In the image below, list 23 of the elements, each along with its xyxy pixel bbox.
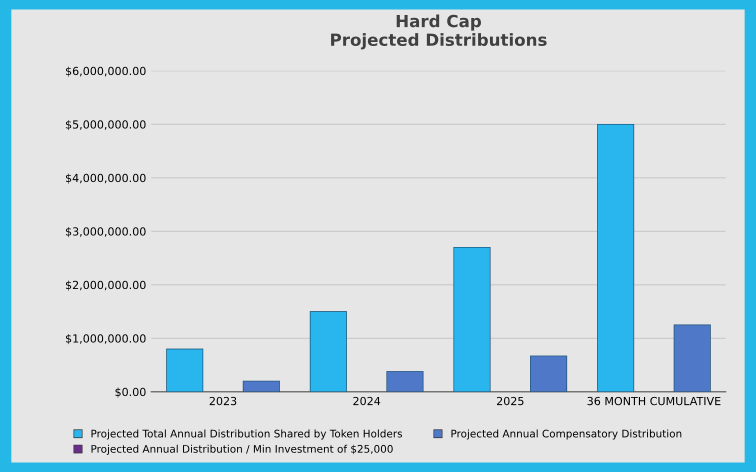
bar [530,356,568,392]
bar [674,324,711,392]
bar [310,311,347,392]
x-tick-label: 2024 [353,396,380,406]
y-tick-label: $3,000,000.00 [66,227,146,238]
y-tick-label: $4,000,000.00 [66,174,146,184]
bar [453,246,491,392]
y-tick-label: $2,000,000.00 [66,280,146,291]
bar [242,380,280,392]
legend-label: Projected Annual Distribution / Min Investment of $25,000 [92,444,393,455]
x-tick-label: 2025 [496,396,524,406]
bar [597,124,634,392]
chart-title: Hard Cap Projected Distributions [331,14,547,50]
y-tick-label: $5,000,000.00 [66,120,146,130]
y-tick-label: $1,000,000.00 [66,334,146,344]
x-tick-label: 36 MONTH CUMULATIVE [588,396,720,406]
x-tick-label: 2023 [210,396,236,406]
legend-label: Projected Annual Compensatory Distribution [451,429,682,440]
y-tick-label: $6,000,000.00 [66,66,146,77]
legend-label: Projected Total Annual Distribution Shared by Token Holders [92,429,402,440]
y-tick-label: $0.00 [115,388,146,398]
bar [166,348,204,392]
bar [386,371,424,392]
